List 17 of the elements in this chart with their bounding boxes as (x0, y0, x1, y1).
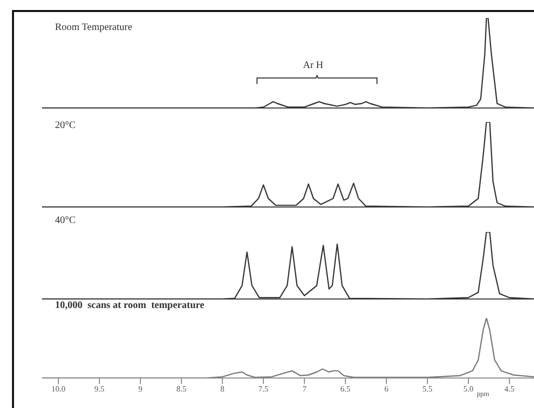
x-tick-label: 9 (138, 384, 142, 394)
chart-title: Room Temperature (55, 22, 132, 33)
x-tick-label: 6 (384, 384, 388, 394)
x-tick-label: 5.5 (422, 384, 432, 394)
x-tick-label: 6.5 (340, 384, 350, 394)
x-tick-label: 7.5 (258, 384, 268, 394)
x-tick-label: 10.0 (51, 384, 66, 394)
annotation: Ar H (303, 60, 324, 71)
x-tick-label: 7 (302, 384, 306, 394)
chart-title: 10,000 scans at room temperature (55, 300, 204, 311)
x-tick-label: 8 (220, 384, 224, 394)
x-tick-label: 5.0 (463, 384, 474, 394)
chart-title: 40°C (55, 215, 76, 226)
x-tick-label: 9.5 (94, 384, 104, 394)
x-tick-label: 8.5 (176, 384, 186, 394)
x-tick-label: 4.5 (504, 384, 514, 394)
chart-title: 20°C (55, 120, 76, 131)
